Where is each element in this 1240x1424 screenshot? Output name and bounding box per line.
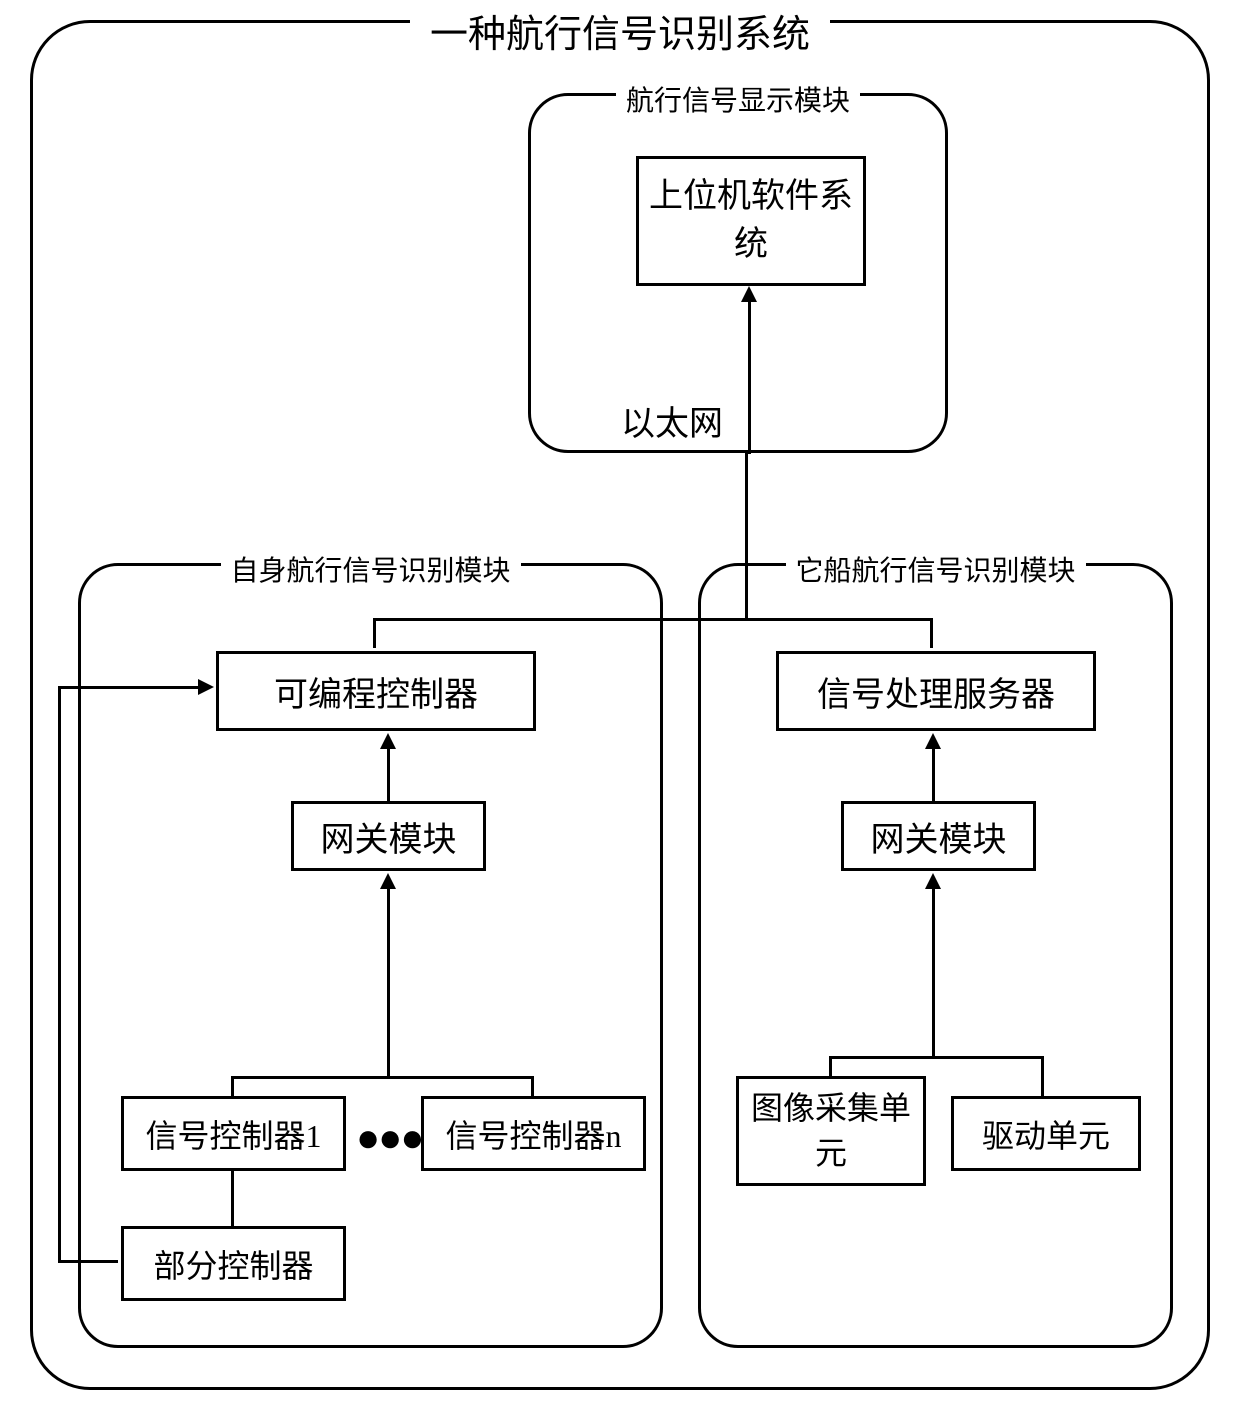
diagram-root: 一种航行信号识别系统 航行信号显示模块 上位机软件系统 以太网 自身航行信号识别…	[30, 20, 1210, 1400]
arrow-line	[387, 746, 390, 801]
self-signal-module: 自身航行信号识别模块 可编程控制器 网关模块 信号控制器1 信号控制器n ●●●…	[78, 563, 663, 1348]
arrow-head	[741, 286, 757, 302]
other-ship-module-title: 它船航行信号识别模块	[785, 549, 1085, 589]
feedback-line	[58, 686, 61, 1263]
arrow-line	[748, 301, 751, 454]
display-module: 航行信号显示模块 上位机软件系统 以太网	[528, 93, 948, 453]
connector-line	[829, 1056, 1044, 1059]
ellipsis-dots: ●●●	[356, 1114, 422, 1161]
image-acquisition-box: 图像采集单元	[736, 1076, 926, 1186]
connector-line	[231, 1076, 234, 1096]
connector-line	[1041, 1056, 1044, 1096]
host-software-box: 上位机软件系统	[636, 156, 866, 286]
arrow-head	[380, 733, 396, 749]
arrow-head	[925, 873, 941, 889]
arrow-head	[198, 679, 214, 695]
arrow-line	[932, 746, 935, 801]
connector-line	[829, 1056, 832, 1076]
display-module-title: 航行信号显示模块	[616, 79, 860, 119]
partial-controller-box: 部分控制器	[121, 1226, 346, 1301]
gateway-box-left: 网关模块	[291, 801, 486, 871]
plc-box: 可编程控制器	[216, 651, 536, 731]
signal-controller-1: 信号控制器1	[121, 1096, 346, 1171]
gateway-box-right: 网关模块	[841, 801, 1036, 871]
connector-line	[231, 1171, 234, 1226]
feedback-line	[58, 1260, 118, 1263]
connector-line	[231, 1076, 531, 1079]
arrow-line	[932, 886, 935, 1056]
feedback-line	[58, 686, 198, 689]
main-title: 一种航行信号识别系统	[410, 3, 830, 58]
connector-line	[531, 1076, 534, 1096]
self-signal-module-title: 自身航行信号识别模块	[220, 549, 520, 589]
signal-processor-box: 信号处理服务器	[776, 651, 1096, 731]
arrow-line	[387, 886, 390, 1076]
drive-unit-box: 驱动单元	[951, 1096, 1141, 1171]
signal-controller-n: 信号控制器n	[421, 1096, 646, 1171]
other-ship-module: 它船航行信号识别模块 信号处理服务器 网关模块 图像采集单元 驱动单元	[698, 563, 1173, 1348]
connector-line	[373, 618, 376, 648]
arrow-head	[380, 873, 396, 889]
ethernet-label: 以太网	[621, 396, 723, 445]
outer-container: 一种航行信号识别系统 航行信号显示模块 上位机软件系统 以太网 自身航行信号识别…	[30, 20, 1210, 1390]
arrow-head	[925, 733, 941, 749]
